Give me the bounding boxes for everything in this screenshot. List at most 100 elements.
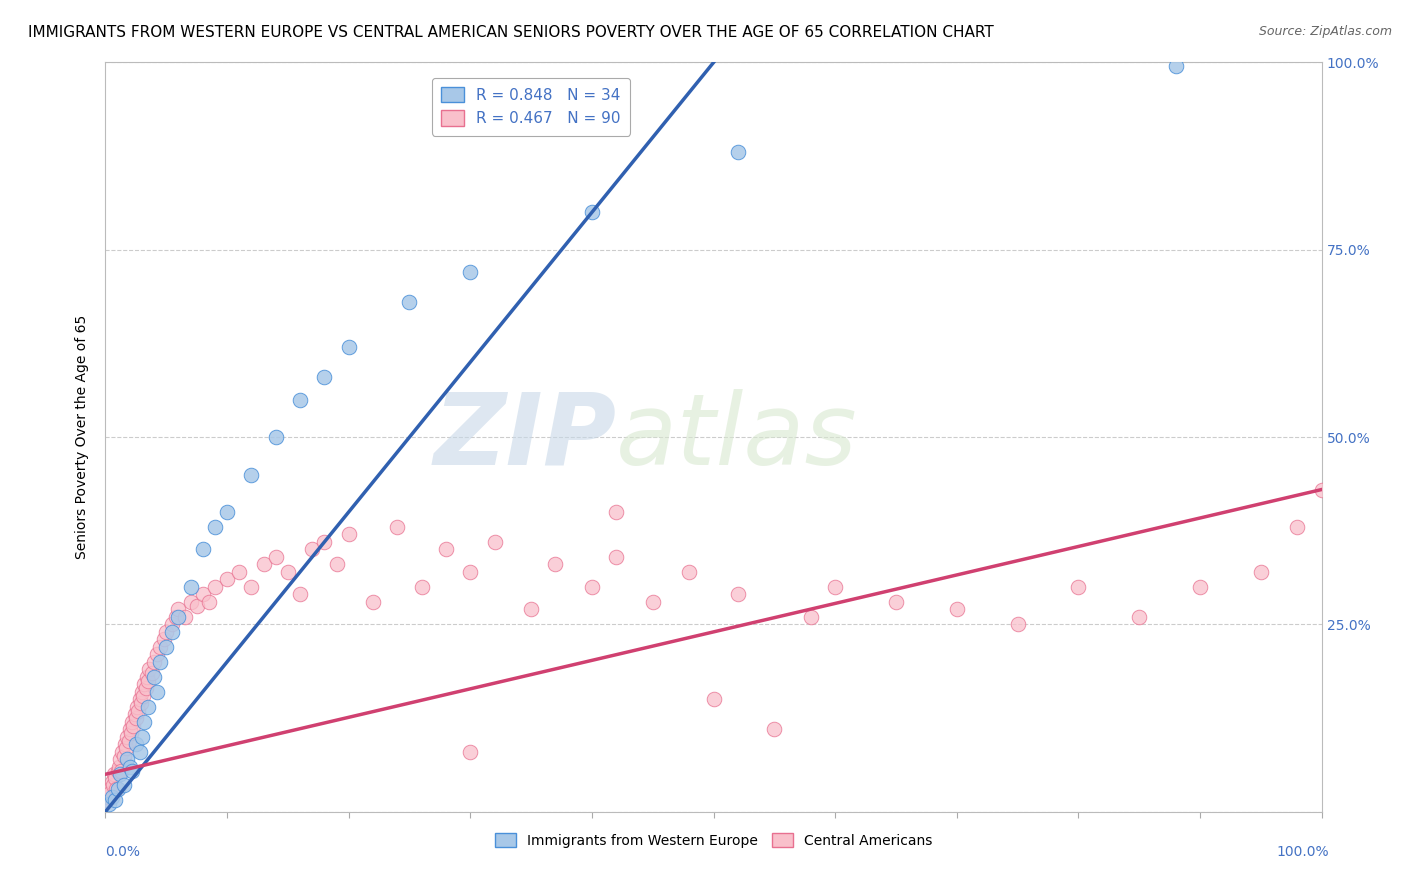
Point	[228, 565, 250, 579]
Point	[434, 542, 457, 557]
Point	[138, 662, 160, 676]
Point	[727, 587, 749, 601]
Point	[145, 685, 167, 699]
Y-axis label: Seniors Poverty Over the Age of 65: Seniors Poverty Over the Age of 65	[76, 315, 90, 559]
Point	[96, 793, 118, 807]
Point	[264, 430, 287, 444]
Point	[134, 714, 156, 729]
Point	[173, 610, 195, 624]
Point	[314, 370, 336, 384]
Point	[131, 730, 153, 744]
Point	[167, 610, 190, 624]
Point	[141, 666, 163, 681]
Point	[641, 595, 664, 609]
Point	[1067, 580, 1090, 594]
Point	[1250, 565, 1272, 579]
Point	[128, 745, 150, 759]
Point	[98, 797, 121, 812]
Point	[727, 145, 749, 160]
Point	[763, 723, 786, 737]
Point	[107, 764, 129, 778]
Point	[117, 730, 139, 744]
Point	[101, 779, 124, 793]
Point	[458, 565, 481, 579]
Point	[149, 640, 172, 654]
Point	[337, 527, 360, 541]
Point	[165, 610, 187, 624]
Point	[186, 599, 208, 613]
Point	[155, 640, 177, 654]
Point	[387, 520, 409, 534]
Point	[167, 602, 190, 616]
Point	[458, 265, 481, 279]
Point	[121, 764, 143, 778]
Point	[97, 789, 120, 804]
Point	[1128, 610, 1150, 624]
Point	[125, 699, 148, 714]
Point	[100, 774, 122, 789]
Point	[605, 505, 627, 519]
Point	[121, 714, 143, 729]
Point	[398, 295, 420, 310]
Point	[108, 752, 131, 766]
Point	[118, 760, 141, 774]
Point	[125, 737, 148, 751]
Point	[884, 595, 907, 609]
Legend: Immigrants from Western Europe, Central Americans: Immigrants from Western Europe, Central …	[489, 828, 938, 854]
Point	[337, 340, 360, 354]
Point	[581, 580, 603, 594]
Point	[204, 580, 226, 594]
Point	[114, 737, 136, 751]
Point	[135, 670, 157, 684]
Point	[180, 580, 202, 594]
Point	[678, 565, 700, 579]
Text: Source: ZipAtlas.com: Source: ZipAtlas.com	[1258, 25, 1392, 38]
Text: atlas: atlas	[616, 389, 858, 485]
Point	[240, 467, 263, 482]
Point	[129, 696, 152, 710]
Point	[104, 771, 127, 785]
Point	[131, 685, 153, 699]
Point	[240, 580, 263, 594]
Point	[105, 782, 128, 797]
Point	[945, 602, 967, 616]
Point	[411, 580, 433, 594]
Point	[117, 752, 139, 766]
Point	[217, 573, 239, 587]
Point	[180, 595, 202, 609]
Point	[143, 655, 166, 669]
Point	[120, 726, 142, 740]
Point	[136, 699, 159, 714]
Point	[162, 624, 184, 639]
Point	[112, 779, 135, 793]
Point	[277, 565, 299, 579]
Point	[125, 711, 148, 725]
Point	[132, 689, 155, 703]
Point	[361, 595, 384, 609]
Point	[191, 542, 214, 557]
Point	[458, 745, 481, 759]
Point	[107, 782, 129, 797]
Point	[153, 632, 176, 647]
Point	[800, 610, 823, 624]
Point	[314, 535, 336, 549]
Point	[103, 767, 125, 781]
Point	[108, 760, 131, 774]
Point	[110, 764, 132, 778]
Point	[702, 692, 725, 706]
Point	[122, 718, 145, 732]
Point	[824, 580, 846, 594]
Point	[162, 617, 184, 632]
Point	[1189, 580, 1212, 594]
Point	[288, 392, 311, 407]
Text: ZIP: ZIP	[433, 389, 616, 485]
Point	[127, 704, 149, 718]
Point	[117, 733, 139, 747]
Point	[520, 602, 543, 616]
Point	[217, 505, 239, 519]
Point	[1310, 483, 1333, 497]
Point	[301, 542, 323, 557]
Text: 0.0%: 0.0%	[105, 845, 141, 859]
Point	[1286, 520, 1309, 534]
Point	[100, 789, 122, 804]
